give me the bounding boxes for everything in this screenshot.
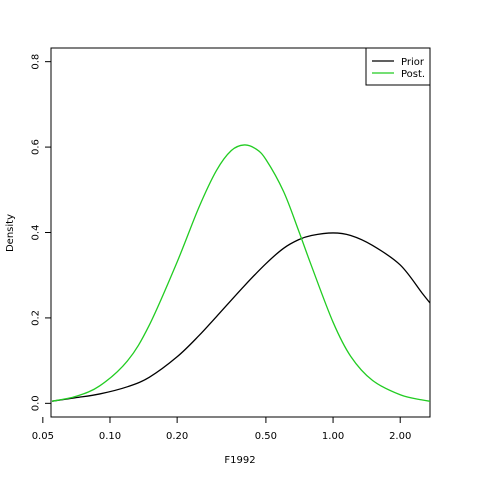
x-tick-label: 0.05 — [32, 431, 54, 442]
plot-frame — [50, 47, 431, 418]
legend: Prior Post. — [365, 47, 431, 86]
y-axis: 0.0 0.2 0.4 0.6 0.8 — [31, 54, 51, 411]
y-tick-label: 0.8 — [31, 54, 42, 70]
y-tick-label: 0.0 — [31, 395, 42, 411]
x-tick-label: 0.20 — [166, 431, 188, 442]
prior-density-line — [51, 232, 431, 402]
legend-label-prior: Prior — [401, 57, 425, 68]
series-lines — [51, 144, 431, 402]
x-axis-label: F1992 — [224, 455, 255, 466]
y-tick-label: 0.6 — [31, 139, 42, 155]
y-tick-label: 0.4 — [31, 225, 42, 241]
x-tick-label: 0.50 — [255, 431, 277, 442]
x-tick-label: 1.00 — [322, 431, 344, 442]
legend-label-post: Post. — [401, 69, 425, 80]
legend-box — [365, 47, 431, 86]
y-axis-label: Density — [5, 214, 16, 252]
x-tick-label: 2.00 — [389, 431, 411, 442]
posterior-density-line — [51, 144, 431, 402]
x-axis: 0.05 0.10 0.20 0.50 1.00 2.00 — [32, 417, 411, 442]
y-tick-label: 0.2 — [31, 310, 42, 326]
x-tick-label: 0.10 — [99, 431, 121, 442]
